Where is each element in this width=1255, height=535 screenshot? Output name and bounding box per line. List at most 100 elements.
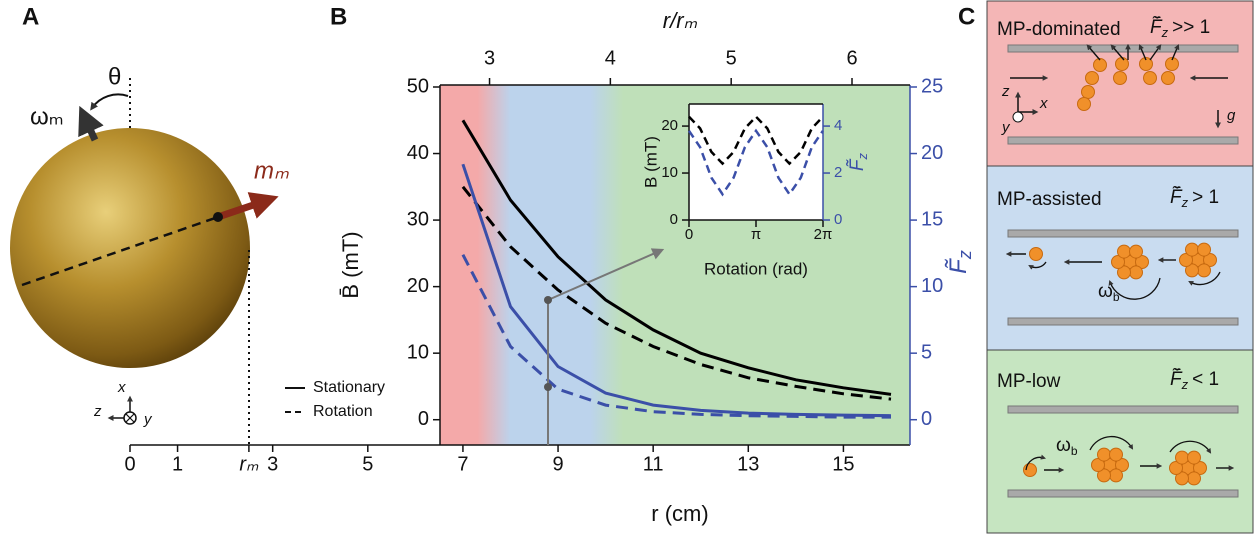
particle — [1193, 461, 1207, 475]
x-tick-label: 1 — [172, 453, 183, 475]
x-tick-label: 5 — [362, 453, 373, 475]
y2-tick-label: 0 — [921, 408, 932, 430]
x2-tick-label: 5 — [726, 47, 737, 69]
inset-background — [689, 104, 823, 220]
particle — [1185, 263, 1199, 278]
symbol: ω — [1098, 281, 1113, 302]
omega-label: ωₘ — [30, 103, 64, 130]
series-line — [688, 114, 824, 166]
particle — [1187, 471, 1201, 486]
force-arrow — [1171, 43, 1180, 61]
particle — [1197, 263, 1211, 278]
rotation-arc — [1169, 440, 1212, 454]
symbol: F̃ — [945, 258, 972, 274]
symbol: ω — [1056, 435, 1071, 456]
particle — [1175, 450, 1189, 465]
particle — [1185, 242, 1199, 257]
x-tick-label: π — [751, 226, 761, 243]
moment-arrow — [216, 192, 279, 221]
force-ratio: F̄̃z < 1 — [1170, 368, 1219, 392]
particle — [1115, 57, 1129, 71]
wall — [1007, 229, 1239, 238]
y2-tick-label: 4 — [834, 117, 842, 134]
force-arrow — [1110, 44, 1125, 61]
particle — [1169, 461, 1183, 475]
y-tick-label: 50 — [407, 75, 429, 97]
x-tick-label: 9 — [552, 453, 563, 475]
x-tick-label: 0 — [685, 226, 693, 243]
particle — [1109, 468, 1123, 483]
particle — [1165, 57, 1179, 71]
axis-label: y — [143, 411, 153, 428]
rotation-arc — [1089, 435, 1134, 451]
y2-tick-label: 20 — [921, 142, 943, 164]
x-tick-label: 15 — [832, 453, 854, 475]
particle — [1085, 71, 1099, 85]
particle — [1197, 242, 1211, 257]
relation: >> 1 — [1172, 17, 1210, 38]
guide-dot — [544, 383, 552, 391]
panel-label: A — [22, 3, 39, 30]
x-tick-label: 2π — [814, 226, 833, 243]
y-axis-label: B̄ (mT) — [338, 231, 363, 298]
gravity-label: g — [1227, 107, 1236, 124]
axis-into — [125, 413, 135, 423]
series-line — [687, 128, 824, 197]
guide-arrow — [547, 248, 665, 301]
force-arrow — [1138, 43, 1147, 61]
particle — [1129, 265, 1143, 280]
panel-a: θ ωₘ mₘ x z y — [10, 63, 289, 448]
rotation-arc — [1028, 261, 1047, 270]
charts: 0 1 rₘ 3 5 7 9 11 13 153 4 5 6r/rₘ010203040500510152… — [124, 8, 974, 526]
symbol: F̃ — [846, 158, 868, 171]
legend-label: Rotation — [313, 403, 373, 420]
y2-axis-label: F̃z — [846, 152, 870, 171]
y2-tick-label: 5 — [921, 341, 932, 363]
rotation-label: ωb — [1056, 435, 1078, 458]
moment-label: mₘ — [254, 157, 289, 184]
x-tick-label: 0 — [124, 453, 135, 475]
particle — [1117, 244, 1131, 259]
theta-label: θ — [108, 63, 121, 90]
sphere — [10, 128, 250, 368]
particle — [1113, 71, 1127, 85]
y-tick-label: 20 — [407, 275, 429, 297]
particle — [1091, 458, 1105, 472]
particle — [1175, 471, 1189, 486]
particle — [1117, 265, 1131, 280]
particle — [1161, 71, 1175, 85]
panel-label: B — [330, 3, 347, 30]
y2-axis-label: F̃z — [945, 250, 974, 274]
regime-title: MP-low — [997, 371, 1061, 392]
axis-line — [21, 215, 219, 287]
particle — [1143, 71, 1157, 85]
y-tick-label: 30 — [407, 208, 429, 230]
x2-tick-label: 4 — [605, 47, 616, 69]
axis-label: z — [93, 403, 102, 420]
particle — [1203, 253, 1217, 267]
subscript: z — [955, 250, 975, 260]
rotation-label: ωb — [1098, 281, 1120, 304]
particle — [1115, 458, 1129, 472]
particle — [1109, 447, 1123, 462]
omega-arrow — [78, 105, 104, 142]
panel-label: C — [958, 3, 975, 30]
y-tick-label: 0 — [418, 408, 429, 430]
particle — [1081, 85, 1095, 99]
force-ratio: F̄̃z > 1 — [1170, 186, 1219, 210]
x-axis-label: r (cm) — [651, 501, 708, 526]
regime-box — [986, 349, 1254, 534]
theta-arc — [90, 93, 129, 111]
relation: > 1 — [1192, 187, 1219, 208]
series-line — [461, 254, 891, 419]
y-tick-label: 10 — [407, 341, 429, 363]
axis-into — [1012, 111, 1024, 123]
particle — [1187, 450, 1201, 465]
regime-title: MP-dominated — [997, 19, 1121, 40]
y-tick-label: 0 — [670, 211, 678, 228]
y2-tick-label: 10 — [921, 275, 943, 297]
series-line — [461, 119, 892, 396]
symbol: F̄̃ — [1170, 368, 1183, 390]
wall — [1007, 405, 1239, 414]
